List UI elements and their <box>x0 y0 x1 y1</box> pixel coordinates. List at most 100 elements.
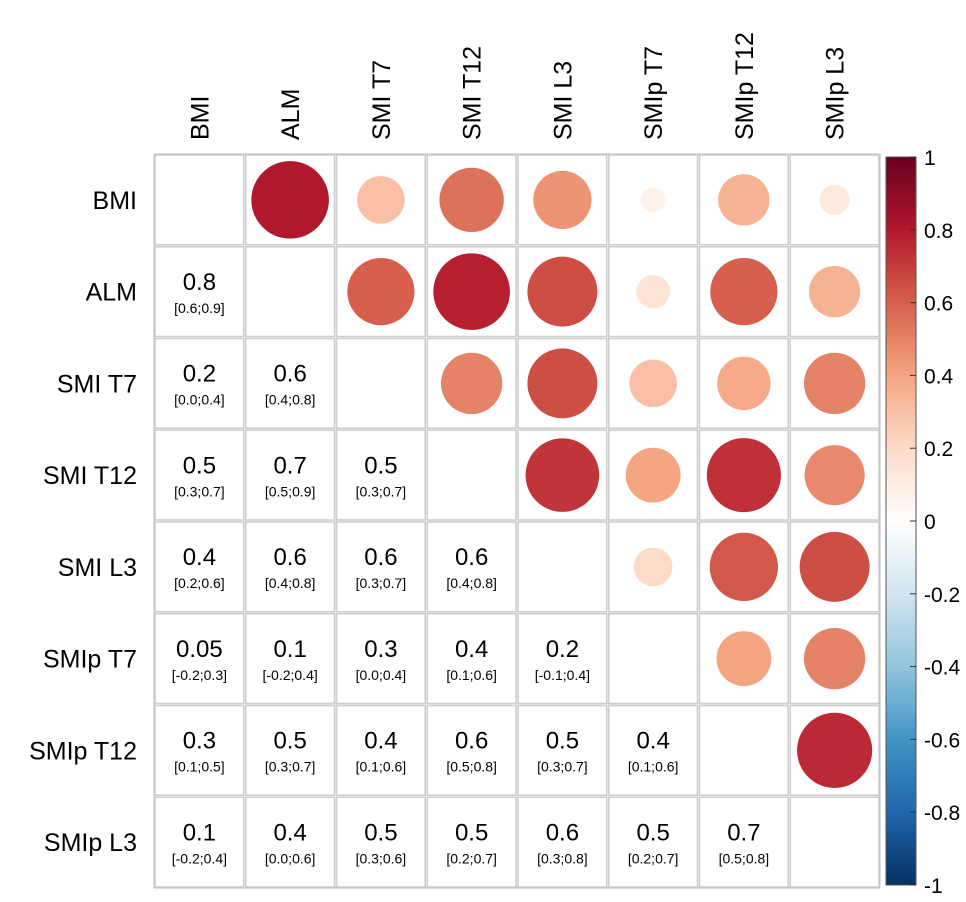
corr-ci: [0.5;0.8] <box>719 850 770 866</box>
color-bar-tick-label: 0.8 <box>924 220 953 243</box>
matrix-cell <box>698 796 790 888</box>
corr-value: 0.4 <box>455 636 488 663</box>
matrix-cell <box>154 337 245 430</box>
corr-circle-alm-smip-t12 <box>710 258 778 326</box>
corr-circle-smi-l3-smip-t12 <box>709 532 779 602</box>
corr-ci: [0.3;0.7] <box>265 759 316 775</box>
corr-value: 0.5 <box>546 728 579 755</box>
matrix-cell <box>426 429 517 521</box>
matrix-cell <box>698 704 790 797</box>
column-label-smi-t7: SMI T7 <box>368 60 396 140</box>
color-bar-tick-label: 0.2 <box>924 438 953 461</box>
corr-value: 0.5 <box>364 452 397 479</box>
row-label-smi-t12: SMI T12 <box>43 462 137 490</box>
corr-value: 0.4 <box>364 728 397 755</box>
matrix-cell <box>607 796 699 888</box>
corr-ci: [-0.2;0.4] <box>172 850 227 866</box>
corr-value: 0.3 <box>364 636 397 663</box>
matrix-cell <box>154 612 245 705</box>
color-bar-tick-label: -0.4 <box>924 657 961 680</box>
row-label-smip-t7: SMIp T7 <box>43 646 137 674</box>
corr-value: 0.3 <box>183 728 216 755</box>
corr-ci: [0.3;0.6] <box>356 850 407 866</box>
corr-circle-bmi-smi-t7 <box>357 176 405 224</box>
corr-circle-smi-t7-smi-l3 <box>527 348 598 419</box>
corr-ci: [0.1;0.5] <box>174 759 225 775</box>
matrix-cell <box>244 796 336 888</box>
matrix-cell <box>335 796 427 888</box>
corr-ci: [0.1;0.6] <box>628 759 679 775</box>
matrix-cell <box>335 429 427 521</box>
matrix-cell <box>154 154 245 246</box>
matrix-cell <box>698 612 790 705</box>
matrix-cell <box>607 612 699 705</box>
column-label-smip-t7: SMIp T7 <box>640 46 668 140</box>
column-label-smi-l3: SMI L3 <box>549 61 577 140</box>
corr-circle-smip-t12-smip-l3 <box>797 712 873 788</box>
matrix-cell <box>789 245 880 338</box>
column-label-bmi: BMI <box>186 96 214 140</box>
matrix-cell <box>517 521 608 613</box>
matrix-cell <box>517 704 608 797</box>
corr-circle-smi-t7-smip-t7 <box>629 359 677 408</box>
corr-value: 0.6 <box>273 361 306 388</box>
corr-circle-smi-l3-smip-t7 <box>633 547 673 587</box>
matrix-cell <box>607 704 699 797</box>
corr-value: 0.4 <box>273 819 306 846</box>
corr-ci: [-0.2;0.4] <box>262 667 317 683</box>
corr-value: 0.4 <box>636 728 669 755</box>
corr-circle-smip-t7-smip-l3 <box>803 627 866 690</box>
matrix-cell <box>154 796 245 888</box>
corr-value: 0.5 <box>455 819 488 846</box>
corr-circle-smi-t12-smip-t12 <box>706 438 781 513</box>
column-label-smi-t12: SMI T12 <box>459 46 487 140</box>
corr-circle-bmi-smip-l3 <box>819 184 850 215</box>
corr-ci: [0.5;0.9] <box>265 483 316 499</box>
row-label-smip-l3: SMIp L3 <box>44 829 137 857</box>
corr-ci: [0.4;0.8] <box>446 575 497 591</box>
corr-ci: [0.0;0.4] <box>174 392 225 408</box>
lower-triangle-values: 0.8 [0.6;0.9] 0.2 [0.0;0.4] 0.6 [0.4;0.8] 0.5 [… <box>172 269 769 867</box>
row-label-smi-t7: SMI T7 <box>57 370 137 398</box>
corr-ci: [0.4;0.8] <box>265 575 316 591</box>
color-bar-tick-label: 0.4 <box>924 365 954 388</box>
corr-value: 0.2 <box>183 361 216 388</box>
corr-ci: [0.3;0.7] <box>174 483 225 499</box>
corr-ci: [0.2;0.6] <box>174 575 225 591</box>
corr-ci: [0.2;0.7] <box>446 850 497 866</box>
color-bar-tick-label: 0 <box>924 511 936 534</box>
corr-ci: [0.5;0.8] <box>446 759 497 775</box>
matrix-cell <box>244 612 336 705</box>
corr-circle-bmi-smip-t12 <box>718 174 770 226</box>
corr-circle-alm-smip-t7 <box>636 274 670 309</box>
corr-value: 0.6 <box>455 728 488 755</box>
corr-value: 0.5 <box>273 728 306 755</box>
corr-circle-alm-smi-t12 <box>433 253 510 330</box>
corr-value: 0.6 <box>455 544 488 571</box>
color-bar: 1 0.8 0.6 0.4 0.2 0 -0.2 -0.4 -0.6 -0.8 -1 <box>885 147 961 898</box>
matrix-cell <box>244 337 336 430</box>
row-labels: BMI ALM SMI T7 SMI T12 SMI L3 SMIp T7 SMIp T12… <box>29 187 137 857</box>
row-label-smip-t12: SMIp T12 <box>29 737 137 765</box>
corr-circle-smi-t12-smip-l3 <box>804 445 865 506</box>
matrix-cell <box>244 245 336 338</box>
corr-value: 0.1 <box>273 636 306 663</box>
corr-value: 0.2 <box>546 636 579 663</box>
corr-ci: [0.3;0.7] <box>356 575 407 591</box>
corr-circle-alm-smi-t7 <box>347 258 415 326</box>
matrix-cell <box>244 704 336 797</box>
color-bar-tick-label: -0.6 <box>924 729 960 752</box>
matrix-cell <box>244 429 336 521</box>
corr-value: 0.5 <box>636 819 669 846</box>
corr-ci: [-0.1;0.4] <box>535 667 590 683</box>
column-label-smip-t12: SMIp T12 <box>731 32 759 140</box>
corr-circle-smi-l3-smip-l3 <box>799 531 870 602</box>
corr-circle-smi-t12-smi-l3 <box>525 438 600 512</box>
matrix-cell <box>154 429 245 521</box>
corr-circle-bmi-smip-t7 <box>640 187 666 213</box>
corr-ci: [0.1;0.6] <box>446 667 497 683</box>
corr-ci: [0.0;0.4] <box>356 667 407 683</box>
corr-value: 0.05 <box>176 636 223 663</box>
row-label-alm: ALM <box>86 279 137 307</box>
